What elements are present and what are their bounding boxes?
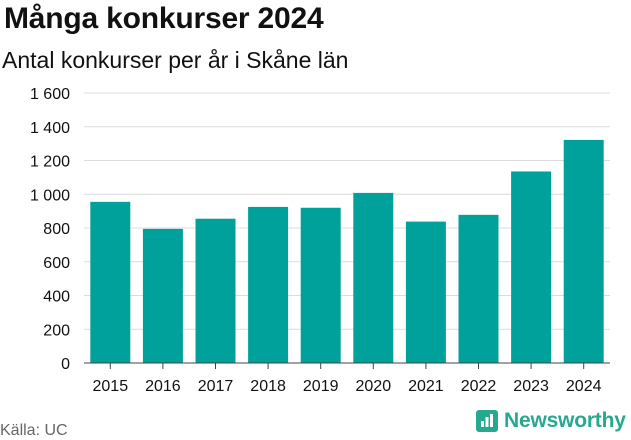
- x-tick-label: 2017: [198, 378, 234, 395]
- x-tick-label: 2022: [461, 378, 497, 395]
- bar: [90, 201, 131, 363]
- y-tick-label: 1 400: [30, 120, 70, 137]
- bar-chart-logo-icon: [476, 410, 498, 432]
- x-tick-label: 2018: [250, 378, 286, 395]
- y-tick-label: 800: [43, 221, 70, 238]
- chart-title: Många konkurser 2024: [4, 2, 324, 35]
- y-tick-label: 1 600: [30, 86, 70, 103]
- bar: [458, 214, 499, 363]
- y-tick-label: 400: [43, 289, 70, 306]
- x-tick-label: 2024: [566, 378, 602, 395]
- bar: [353, 192, 394, 363]
- x-tick-label: 2023: [513, 378, 549, 395]
- bar: [142, 228, 183, 363]
- x-tick-label: 2016: [145, 378, 181, 395]
- y-tick-label: 1 200: [30, 154, 70, 171]
- bar: [195, 218, 236, 363]
- bar: [563, 139, 604, 363]
- bar: [511, 171, 552, 363]
- x-tick-label: 2019: [303, 378, 339, 395]
- x-tick-label: 2021: [408, 378, 444, 395]
- x-tick-label: 2020: [356, 378, 392, 395]
- chart-subtitle: Antal konkurser per år i Skåne län: [2, 47, 349, 73]
- y-tick-label: 0: [61, 356, 70, 373]
- y-tick-label: 200: [43, 322, 70, 339]
- brand-name: Newsworthy: [504, 409, 626, 432]
- bar: [248, 206, 289, 363]
- y-tick-label: 1 000: [30, 187, 70, 204]
- source-label: Källa: UC: [0, 422, 68, 439]
- x-tick-label: 2015: [93, 378, 129, 395]
- bar: [405, 221, 446, 363]
- y-tick-label: 600: [43, 255, 70, 272]
- newsworthy-brand: Newsworthy: [476, 409, 626, 433]
- bar: [300, 207, 341, 363]
